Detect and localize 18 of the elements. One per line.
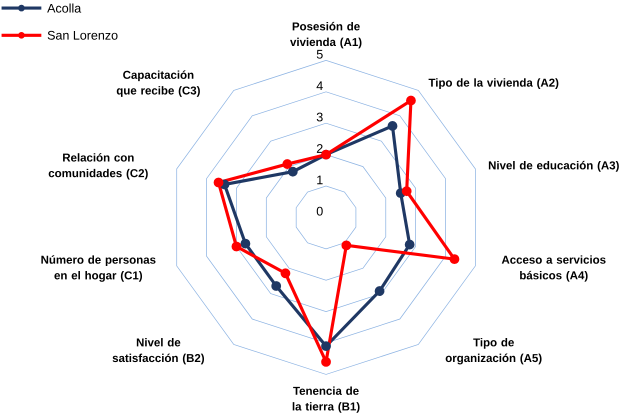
y-tick-label: 2 bbox=[316, 144, 323, 153]
spoke-label: Tipo de la vivienda (A2) bbox=[428, 78, 558, 89]
y-tick-label: 1 bbox=[317, 175, 323, 184]
y-tick-label: 4 bbox=[316, 81, 323, 90]
spoke-label: Nivel de satisfacción (B2) bbox=[112, 338, 204, 364]
spoke-label: Número de personas en el hogar (C1) bbox=[41, 255, 156, 282]
y-tick-label: 5 bbox=[316, 50, 323, 58]
spoke-label: Posesión de vivienda (A1) bbox=[290, 22, 362, 48]
spoke-label: Tipo de organización (A5) bbox=[446, 338, 542, 364]
spoke-label: Acceso a servicios básicos (A4) bbox=[502, 255, 606, 282]
y-tick-label: 3 bbox=[316, 112, 323, 122]
spoke-label: Relación con comunidades (C2) bbox=[48, 152, 148, 180]
spoke-label: Nivel de educación (A3) bbox=[488, 160, 619, 172]
spoke-label: Tenencia de la tierra (B1) bbox=[292, 386, 360, 413]
y-tick-label: 0 bbox=[316, 206, 323, 216]
legend-label: Acolla bbox=[47, 3, 82, 13]
legend-label: San Lorenzo bbox=[48, 30, 118, 40]
spoke-label: Capacitación que recibe (C3) bbox=[116, 70, 200, 97]
